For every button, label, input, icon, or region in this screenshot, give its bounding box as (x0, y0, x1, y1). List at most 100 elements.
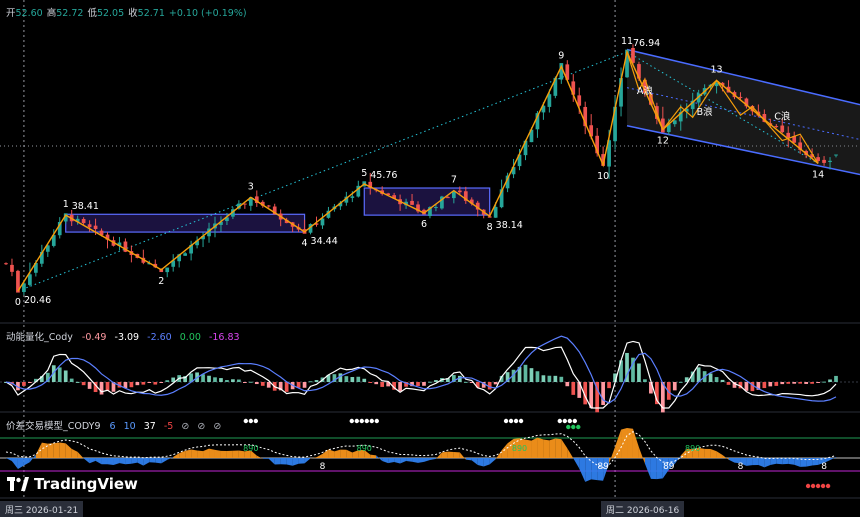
momentum-bar (207, 375, 211, 382)
momentum-bar (595, 382, 600, 413)
spread-area (238, 450, 245, 458)
date-label-start: 周三 2026-01-21 (0, 501, 84, 517)
low-value: 52.05 (96, 8, 125, 19)
momentum-bar (93, 382, 98, 393)
momentum-bar (696, 367, 701, 382)
candle (171, 254, 176, 272)
candle (434, 203, 438, 212)
candle-body (499, 189, 504, 208)
tradingview-logo-icon (7, 477, 29, 491)
spread-inline-label: 890 (512, 444, 527, 453)
candle-body (469, 199, 474, 204)
candle-body (493, 206, 498, 218)
candle-body (696, 93, 701, 103)
spread-area (161, 458, 168, 464)
indicator2-legend[interactable]: 价差交易模型_CODY9 6 10 37 -5 ⊘ ⊘ ⊘ (6, 418, 226, 432)
spread-area (800, 458, 807, 467)
momentum-bar (589, 382, 594, 408)
momentum-bar (380, 382, 385, 387)
candle-body (517, 154, 522, 167)
candle (505, 172, 510, 193)
spread-area (125, 458, 132, 465)
spread-area (292, 458, 299, 466)
candle (619, 67, 623, 117)
candle-body (672, 120, 677, 125)
signal-dot-white (354, 418, 359, 424)
momentum-bar (505, 372, 510, 382)
candle (457, 186, 462, 195)
spread-area (418, 458, 424, 463)
candle-body (440, 196, 444, 209)
momentum-bar (63, 370, 68, 382)
tradingview-watermark: TradingView (7, 475, 138, 493)
candle (583, 101, 588, 135)
spread-area (734, 458, 741, 464)
indicator1-legend[interactable]: 动能量化_Cody -0.49 -3.09 -2.60 0.00 -16.83 (6, 329, 245, 343)
candle (613, 96, 617, 150)
indicator2-hidden-icon[interactable]: ⊘ (181, 421, 190, 432)
indicator1-name: 动能量化_Cody (6, 332, 73, 343)
momentum-bar (493, 382, 498, 385)
momentum-bar (816, 382, 820, 383)
momentum-bar (511, 369, 516, 382)
candle-body (207, 228, 211, 237)
spread-area (113, 458, 120, 466)
indicator2-name: 价差交易模型_CODY9 (6, 421, 101, 432)
candle (242, 203, 247, 209)
candle (511, 158, 516, 179)
candle-body (254, 196, 259, 203)
candle-body (356, 185, 361, 197)
high-value: 52.72 (56, 8, 84, 19)
momentum-bar (344, 376, 349, 382)
candle-body (619, 78, 623, 107)
spread-area (382, 458, 389, 464)
spread-area (764, 458, 771, 468)
momentum-bar (231, 379, 235, 382)
spread-area (573, 458, 580, 469)
momentum-bar (535, 371, 540, 382)
momentum-bar (165, 380, 170, 382)
candle-body (93, 225, 98, 229)
momentum-panel (0, 335, 860, 413)
candle (75, 215, 80, 225)
momentum-bar (774, 382, 779, 386)
candle-body (165, 267, 170, 273)
spread-area (250, 450, 257, 458)
candle-body (368, 181, 373, 188)
momentum-bar (39, 376, 44, 382)
candle (189, 240, 193, 261)
candle-body (649, 94, 653, 105)
momentum-bar (69, 378, 74, 382)
momentum-bar (45, 372, 50, 382)
spread-area (262, 458, 269, 459)
momentum-bar (475, 382, 480, 388)
candle (714, 80, 719, 94)
candle-body (284, 219, 289, 224)
momentum-bar (553, 375, 558, 382)
candle-body (577, 95, 582, 106)
candle (499, 179, 504, 209)
spread-area (644, 458, 651, 479)
momentum-bar (410, 382, 414, 387)
price-label: 20.46 (24, 295, 51, 306)
momentum-bar (159, 382, 164, 383)
spread-area (830, 457, 836, 461)
candle-body (117, 242, 122, 246)
trend-dotted-line (626, 51, 819, 164)
spread-inline-label: 890 (243, 444, 258, 453)
signal-dot-white (374, 418, 379, 424)
candle-body (678, 112, 683, 122)
signal-dot-white (508, 418, 514, 424)
momentum-bar (720, 379, 725, 382)
watermark-text: TradingView (34, 475, 138, 493)
wave-text: A浪 (637, 85, 653, 97)
candle (225, 212, 229, 226)
indicator2-hidden-icon[interactable]: ⊘ (213, 421, 222, 432)
momentum-bar (326, 374, 331, 382)
signal-dot-white (513, 418, 519, 424)
indicator2-hidden-icon[interactable]: ⊘ (197, 421, 206, 432)
spread-area (728, 458, 735, 463)
spread-area (179, 450, 186, 458)
candle-body (266, 205, 271, 207)
